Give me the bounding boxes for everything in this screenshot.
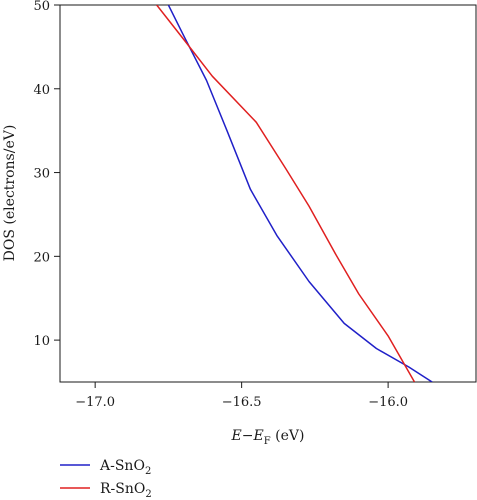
y-tick-label: 30 <box>33 167 50 182</box>
x-tick-label: −16.0 <box>368 395 408 410</box>
y-tick-label: 40 <box>33 83 50 98</box>
legend-label-r-sno2: R-SnO2 <box>100 481 152 500</box>
y-tick-label: 10 <box>33 334 50 349</box>
series-line-a-sno2 <box>167 5 433 382</box>
legend: A-SnO2 R-SnO2 <box>60 458 152 500</box>
y-tick-label: 50 <box>33 0 50 14</box>
axis-ticks: −17.0 −16.5 −16.0 10 20 30 40 50 <box>33 0 408 410</box>
y-axis-title: DOS (electrons/eV) <box>2 125 18 262</box>
series-lines <box>156 5 433 382</box>
x-axis-title: E−EF (eV) <box>231 428 305 447</box>
plot-frame <box>59 4 477 383</box>
x-tick-label: −16.5 <box>222 395 262 410</box>
series-line-r-sno2 <box>156 5 416 382</box>
y-tick-label: 20 <box>33 250 50 265</box>
legend-label-a-sno2: A-SnO2 <box>99 458 151 477</box>
x-tick-label: −17.0 <box>75 395 115 410</box>
